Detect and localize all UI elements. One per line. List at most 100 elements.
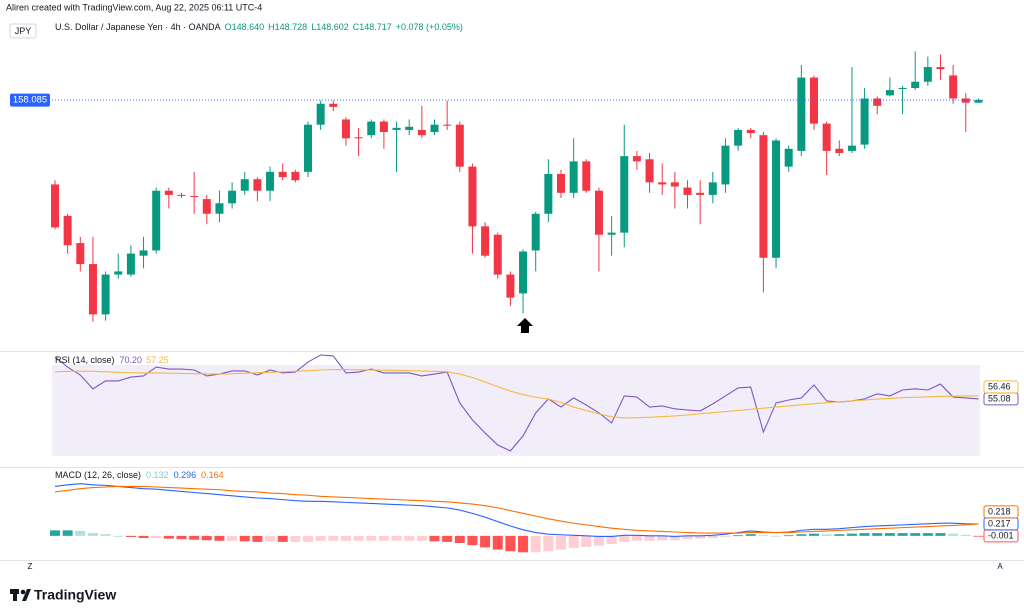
last-value-label: -0.001 <box>988 530 1014 540</box>
histogram-bar <box>910 533 921 536</box>
brand-name: TradingView <box>34 587 116 603</box>
histogram-bar <box>669 535 680 541</box>
candle-body <box>468 166 477 227</box>
auto-scale-button[interactable]: A <box>997 562 1003 571</box>
macd-title: MACD (12, 26, close) <box>55 470 141 480</box>
candle-body <box>772 140 781 258</box>
candle-body <box>784 148 793 167</box>
candle-body <box>531 213 540 251</box>
histogram-bar <box>606 535 617 545</box>
histogram-bar <box>176 535 187 540</box>
candle-body <box>430 124 439 133</box>
indicator-line <box>54 354 979 452</box>
zoom-button[interactable]: Z <box>28 562 33 571</box>
last-value-label: 56.46 <box>988 381 1011 391</box>
last-value-label: 0.217 <box>988 518 1011 528</box>
macd-legend: MACD (12, 26, close) 0.132 0.296 0.164 <box>55 470 224 480</box>
histogram-bar <box>163 535 174 539</box>
histogram-bar <box>859 533 870 536</box>
candle-body <box>443 124 452 126</box>
legend-close: C148.717 <box>353 22 392 32</box>
candle-body <box>76 243 85 265</box>
histogram-bar <box>239 535 250 542</box>
candle-body <box>341 119 350 139</box>
candle-body <box>164 190 173 195</box>
indicator-line <box>54 483 979 537</box>
candle-body <box>885 90 894 96</box>
histogram-bar <box>277 535 288 542</box>
histogram-bar <box>783 535 794 537</box>
candle-body <box>126 253 135 275</box>
legend-high: H148.728 <box>268 22 307 32</box>
histogram-bar <box>695 535 706 539</box>
candle-body <box>367 121 376 136</box>
candle-body <box>392 127 401 130</box>
indicator-line <box>54 485 979 534</box>
histogram-bar <box>378 535 389 541</box>
last-value-label: 0.218 <box>988 506 1011 516</box>
candle-body <box>594 190 603 235</box>
last-value-box <box>983 380 1019 394</box>
candle-body <box>190 195 199 198</box>
candle-body <box>519 251 528 294</box>
histogram-bar <box>315 535 326 541</box>
candle-body <box>329 103 338 107</box>
candle-body <box>961 98 970 103</box>
candle-body <box>974 100 983 103</box>
candle-body <box>228 190 237 204</box>
legend-low: L148.602 <box>311 22 349 32</box>
rsi-title: RSI (14, close) <box>55 355 115 365</box>
histogram-bar <box>151 535 162 539</box>
last-price-box <box>10 93 50 107</box>
histogram-bar <box>442 535 453 542</box>
mark-layer <box>50 51 984 553</box>
legend-title: U.S. Dollar / Japanese Yen · 4h · OANDA <box>55 22 221 32</box>
candle-body <box>455 124 464 167</box>
histogram-bar <box>366 535 377 541</box>
histogram-bar <box>480 535 491 548</box>
histogram-bar <box>391 535 402 541</box>
candle-body <box>683 187 692 195</box>
credit-line: Aliren created with TradingView.com, Aug… <box>6 2 262 12</box>
histogram-bar <box>340 535 351 541</box>
candle-body <box>898 88 907 90</box>
logo-part <box>13 589 17 601</box>
histogram-bar <box>619 535 630 542</box>
histogram-bar <box>897 533 908 536</box>
histogram-bar <box>593 535 604 546</box>
histogram-bar <box>809 533 819 536</box>
candle-body <box>949 75 958 99</box>
candle-body <box>734 129 743 146</box>
histogram-bar <box>100 534 111 536</box>
rsi-legend-value: 57.25 <box>146 355 169 365</box>
histogram-bar <box>252 535 263 542</box>
candle-body <box>835 148 844 153</box>
histogram-bar <box>50 530 60 536</box>
candle-body <box>506 274 515 298</box>
candle-body <box>746 129 755 134</box>
histogram-bar <box>214 535 225 541</box>
histogram-bar <box>429 535 440 542</box>
candle-body <box>114 271 123 275</box>
candle-body <box>88 264 97 315</box>
histogram-bar <box>758 535 769 537</box>
currency-label: JPY <box>15 26 32 36</box>
candle-body <box>696 192 705 195</box>
histogram-bar <box>821 534 832 536</box>
histogram-bar <box>518 535 529 553</box>
histogram-bar <box>505 535 516 552</box>
rsi-legend-value: 70.20 <box>120 355 143 365</box>
histogram-bar <box>581 535 592 547</box>
candle-body <box>101 274 110 315</box>
currency-badge[interactable] <box>9 23 37 39</box>
candle-body <box>923 67 932 82</box>
last-value-label: 55.08 <box>988 393 1011 403</box>
candle-body <box>544 173 553 214</box>
macd-legend-value: 0.132 <box>146 470 169 480</box>
candle-body <box>822 123 831 151</box>
histogram-bar <box>265 535 276 542</box>
grid-layer <box>52 365 980 456</box>
candle-body <box>278 171 287 178</box>
candle-body <box>405 126 414 130</box>
